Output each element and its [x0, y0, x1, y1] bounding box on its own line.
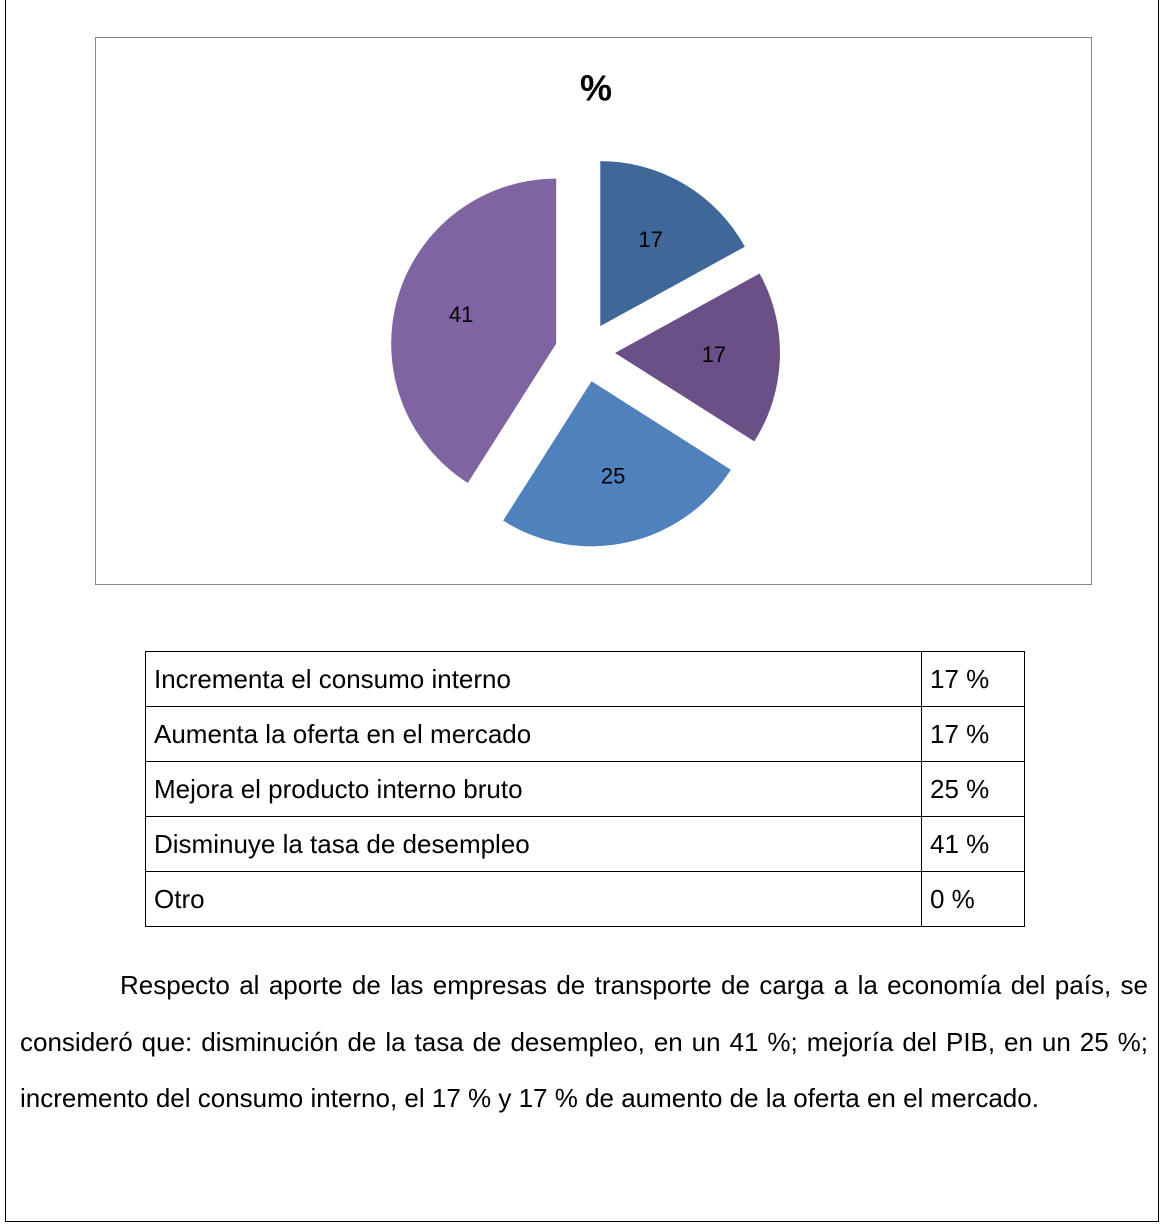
row-label: Incrementa el consumo interno [145, 651, 922, 707]
row-label: Mejora el producto interno bruto [145, 761, 922, 817]
slice-label: 25 [601, 464, 625, 489]
chart: % 17 17 25 41 [95, 37, 1092, 585]
paragraph: Respecto al aporte de las empresas de tr… [20, 970, 1148, 1113]
row-value: 0 % [921, 871, 1025, 927]
row-value: 17 % [921, 706, 1025, 762]
chart-title: % [580, 68, 612, 109]
pie-slice [391, 178, 557, 483]
table-row: Disminuye la tasa de desempleo 41 % [145, 816, 1025, 872]
pie-slice [503, 381, 731, 547]
pie-slice [614, 273, 780, 442]
row-value: 41 % [921, 816, 1025, 872]
table-row: Otro 0 % [145, 871, 1025, 927]
slice-label: 41 [449, 302, 473, 327]
slice-label: 17 [702, 342, 726, 367]
pie-slice [600, 161, 745, 327]
table-row: Mejora el producto interno bruto 25 % [145, 761, 1025, 817]
slice-label: 17 [638, 227, 662, 252]
row-value: 17 % [921, 651, 1025, 707]
data-table: Incrementa el consumo interno 17 % Aumenta… [145, 651, 1025, 927]
table-row: Aumenta la oferta en el mercado 17 % [145, 706, 1025, 762]
page-frame [5, 0, 1159, 1222]
row-label: Disminuye la tasa de desempleo [145, 816, 922, 872]
chart-border [95, 37, 1092, 585]
row-label: Otro [145, 871, 922, 927]
table-row: Incrementa el consumo interno 17 % [145, 651, 1025, 707]
row-label: Aumenta la oferta en el mercado [145, 706, 922, 762]
row-value: 25 % [921, 761, 1025, 817]
